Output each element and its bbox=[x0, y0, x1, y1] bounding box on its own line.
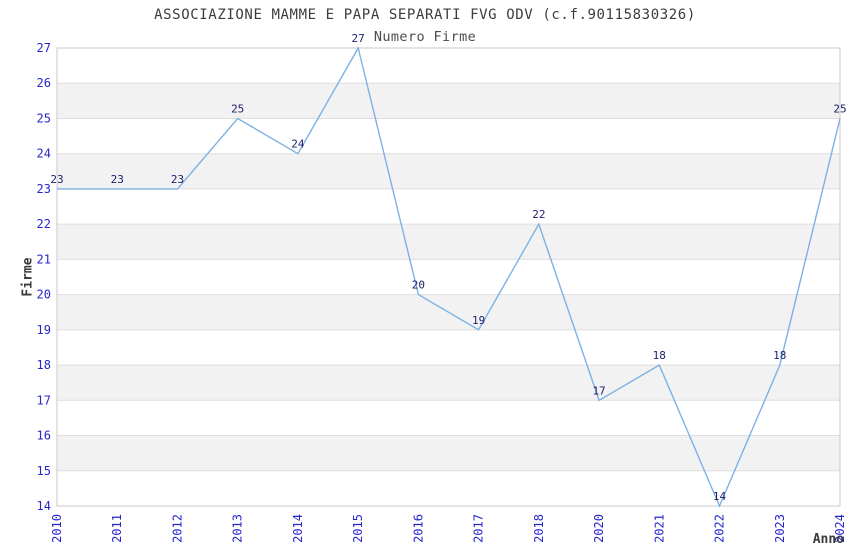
gridline-layer bbox=[57, 47, 840, 507]
y-tick-label: 20 bbox=[37, 288, 51, 302]
x-tick-label: 2021 bbox=[652, 514, 666, 543]
x-tick-label: 2012 bbox=[170, 514, 184, 543]
data-point-label: 18 bbox=[653, 349, 666, 362]
y-tick-label: 26 bbox=[37, 76, 51, 90]
y-axis-title: Firme bbox=[21, 257, 36, 296]
series-line bbox=[57, 46, 841, 508]
x-tick-label: 2024 bbox=[833, 514, 847, 543]
y-tick-label: 19 bbox=[37, 323, 51, 337]
chart-subtitle: Numero Firme bbox=[374, 29, 476, 45]
alt-band bbox=[57, 224, 840, 260]
data-point-label: 22 bbox=[532, 208, 545, 221]
x-axis-title: Anno bbox=[813, 532, 844, 547]
data-point-label: 23 bbox=[50, 173, 63, 186]
alt-band bbox=[57, 153, 840, 189]
x-tick-label: 2018 bbox=[532, 514, 546, 543]
y-tick-label: 23 bbox=[37, 182, 51, 196]
x-tick-label: 2023 bbox=[773, 514, 787, 543]
data-point-label: 24 bbox=[291, 138, 305, 151]
plot-border-layer bbox=[56, 47, 841, 507]
y-tick-label: 25 bbox=[37, 111, 51, 125]
y-tick-label: 21 bbox=[37, 252, 51, 266]
data-point-label: 23 bbox=[111, 173, 124, 186]
y-tick-labels: 14 15 16 17 18 19 20 21 22 23 24 25 26 27 bbox=[37, 41, 51, 513]
x-tick-label: 2022 bbox=[713, 514, 727, 543]
data-point-label: 25 bbox=[231, 102, 244, 115]
x-tick-label: 2015 bbox=[351, 514, 365, 543]
y-tick-label: 17 bbox=[37, 393, 51, 407]
x-tick-labels: 2010 2011 2012 2013 2014 2015 2016 2017 2018 2020… bbox=[50, 514, 847, 543]
y-tick-label: 14 bbox=[37, 499, 51, 513]
y-tick-label: 15 bbox=[37, 464, 51, 478]
y-tick-label: 27 bbox=[37, 41, 51, 55]
x-tick-label: 2014 bbox=[291, 514, 305, 543]
alt-band bbox=[57, 365, 840, 401]
alt-band bbox=[57, 83, 840, 119]
data-point-label: 23 bbox=[171, 173, 184, 186]
x-tick-label: 2020 bbox=[592, 514, 606, 543]
y-tick-label: 18 bbox=[37, 358, 51, 372]
x-tick-label: 2010 bbox=[50, 514, 64, 543]
plot-border bbox=[56, 47, 841, 507]
y-tick-label: 16 bbox=[37, 429, 51, 443]
band-layer bbox=[57, 83, 840, 471]
data-point-label: 17 bbox=[592, 384, 605, 397]
x-tick-label: 2011 bbox=[110, 514, 124, 543]
y-tick-label: 24 bbox=[37, 147, 51, 161]
x-tick-label: 2016 bbox=[411, 514, 425, 543]
x-tick-label: 2013 bbox=[231, 514, 245, 543]
chart-title: ASSOCIAZIONE MAMME E PAPA SEPARATI FVG O… bbox=[154, 7, 696, 23]
series-layer bbox=[57, 46, 841, 508]
data-point-label: 19 bbox=[472, 314, 485, 327]
data-point-label: 20 bbox=[412, 279, 425, 292]
data-point-label: 25 bbox=[833, 102, 846, 115]
alt-band bbox=[57, 435, 840, 471]
data-point-labels: 23 23 23 25 24 27 20 19 22 17 18 14 18 25 bbox=[50, 32, 846, 503]
data-point-label: 18 bbox=[773, 349, 786, 362]
x-tick-label: 2017 bbox=[472, 514, 486, 543]
data-point-label: 27 bbox=[352, 32, 365, 45]
y-tick-label: 22 bbox=[37, 217, 51, 231]
data-point-label: 14 bbox=[713, 490, 727, 503]
